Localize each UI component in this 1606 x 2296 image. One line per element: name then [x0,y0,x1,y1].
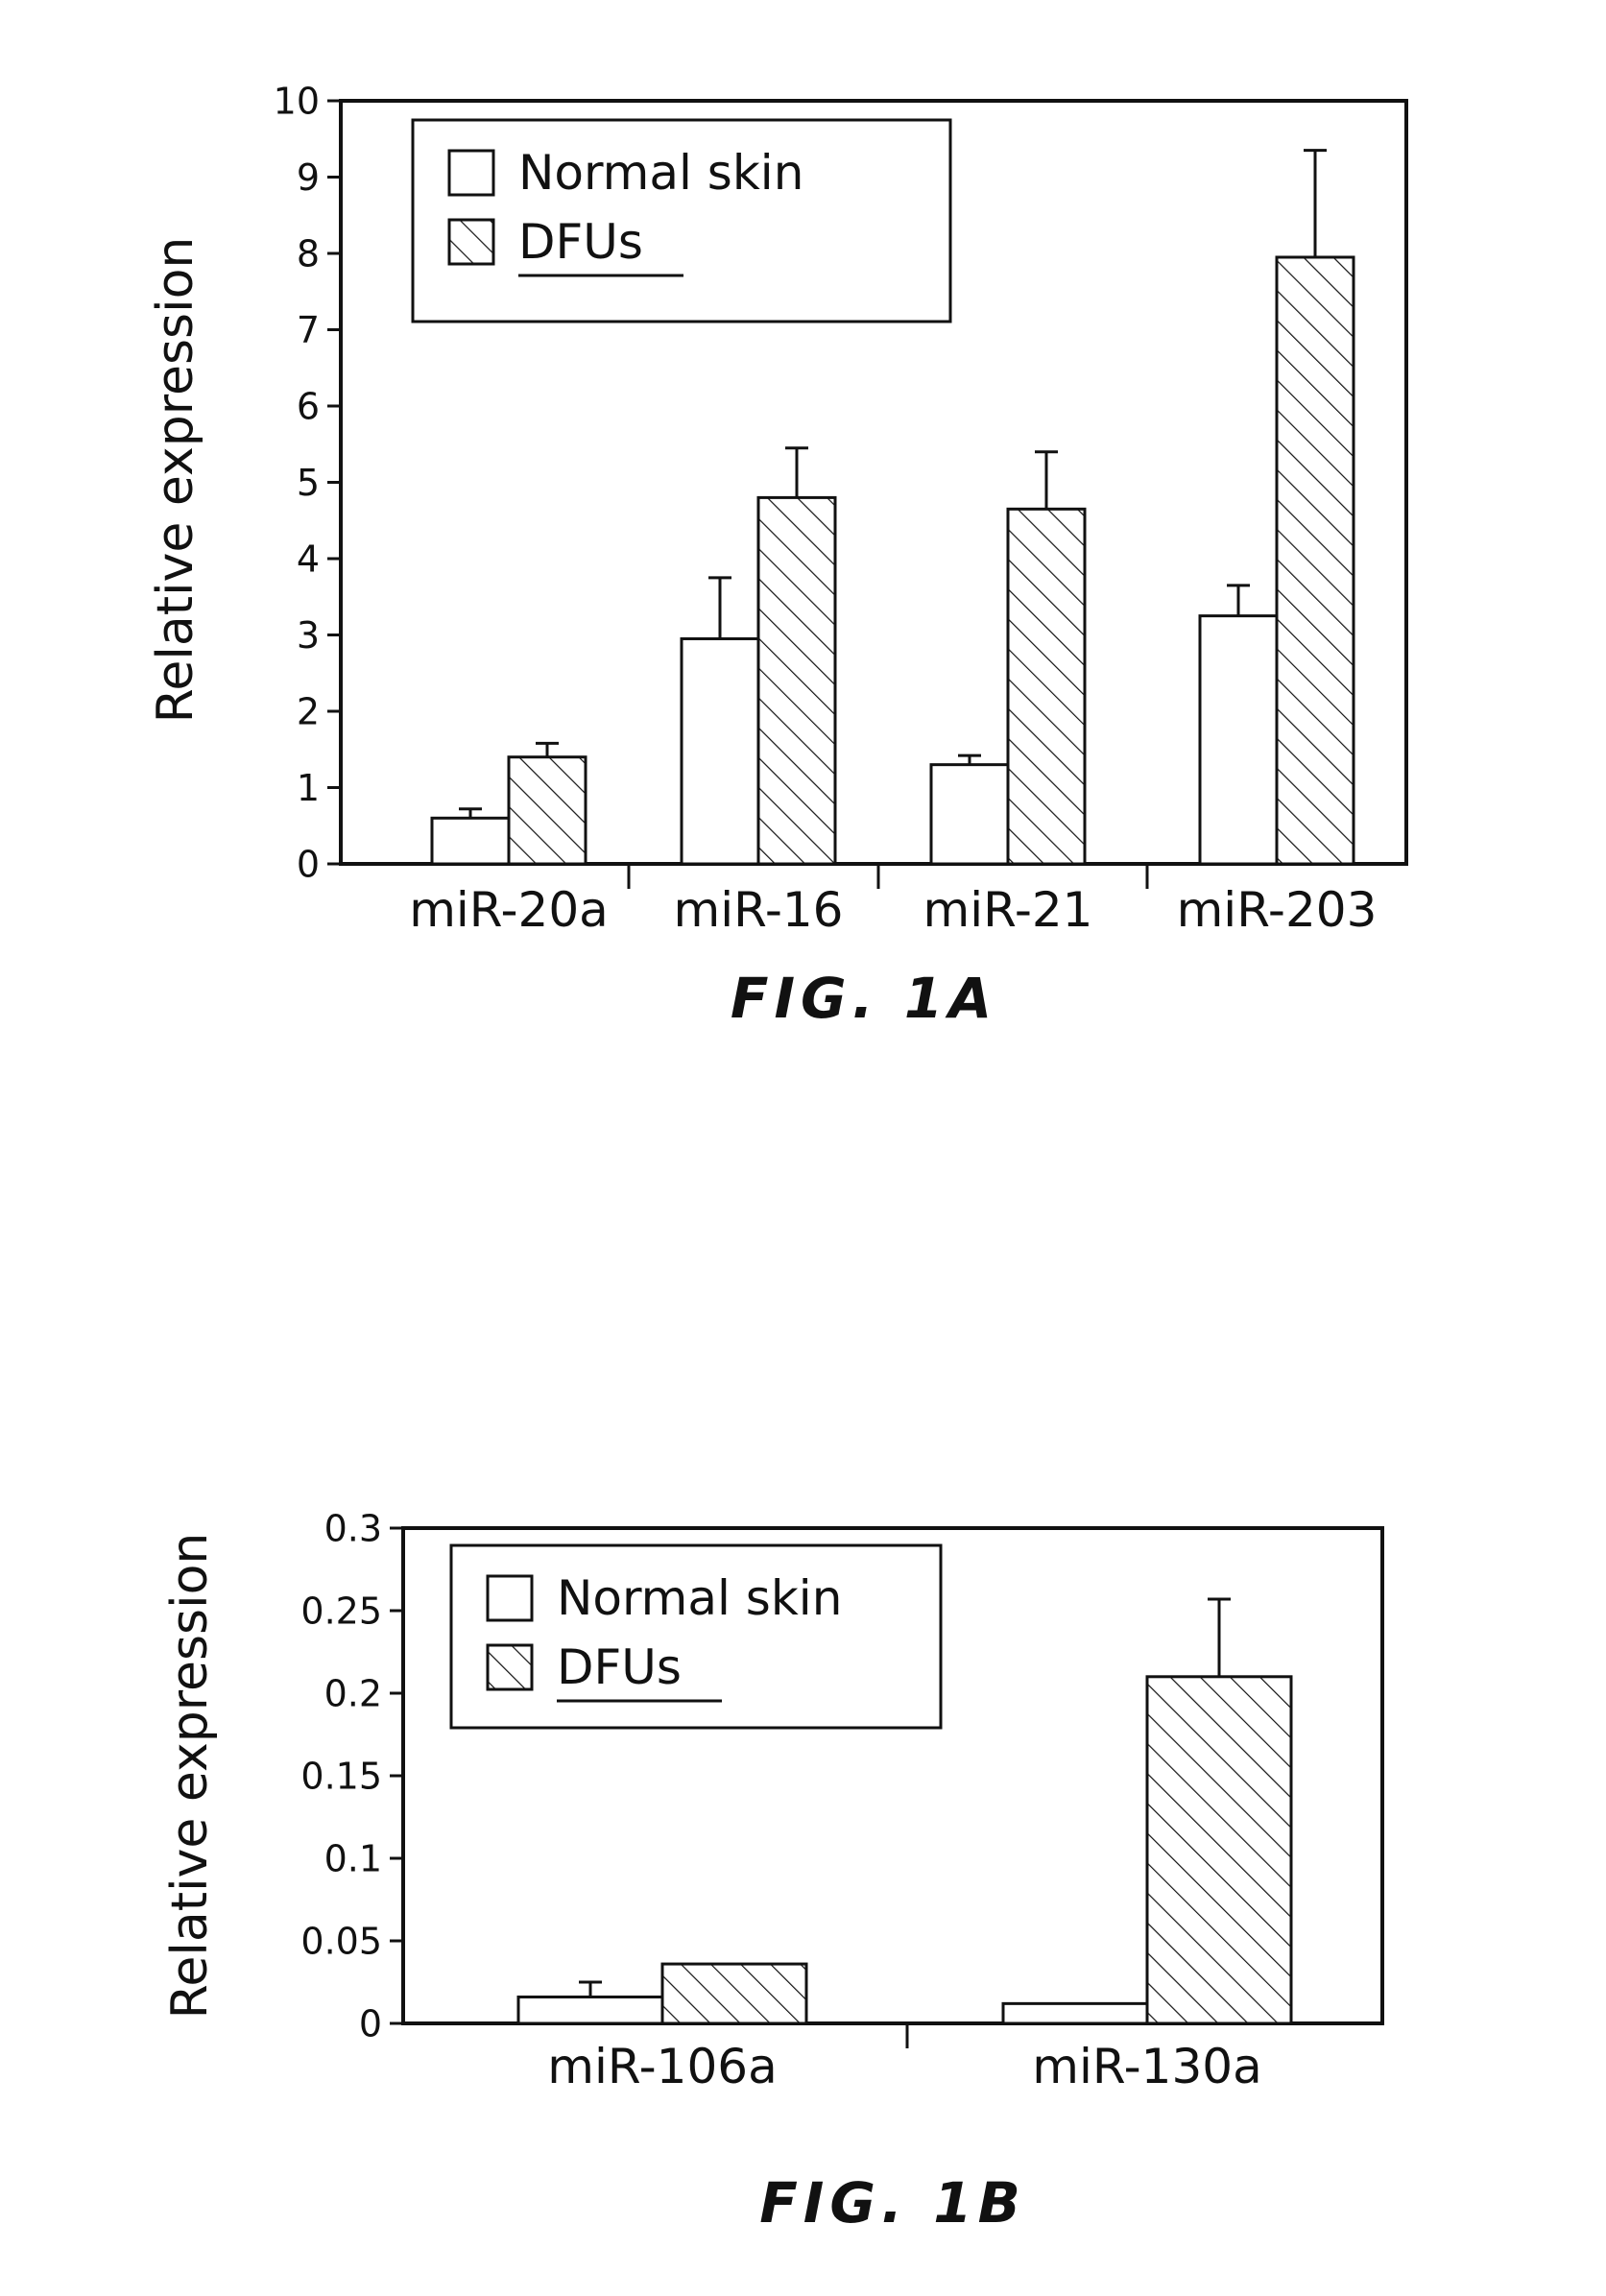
y-tick-label: 0.15 [300,1756,382,1798]
bar-mir-21-dfus [1008,509,1085,864]
y-tick-label: 0 [359,2003,382,2045]
chart-fig-1a: 0 1 2 3 4 5 6 7 8 9 10 Relative expression miR-20a mi… [0,0,1606,1075]
y-tick-label: 0.1 [324,1838,382,1880]
chart-fig-1b: 0 0.05 0.1 0.15 0.2 0.25 0.3 Relative expressio… [0,1075,1606,2296]
y-axis-label: Relative expression [161,1533,219,2020]
bar-mir-130a-dfus [1147,1677,1291,2023]
legend-label: DFUs [518,214,643,270]
bar-mir-106a-normal-skin [518,1997,662,2023]
category-label: miR-203 [1177,882,1378,938]
legend-label: Normal skin [557,1570,842,1626]
y-tick-label: 6 [297,386,320,428]
y-tick-label: 10 [274,81,320,123]
y-tick-label: 2 [297,691,320,733]
y-tick-label: 1 [297,767,320,809]
figure-caption: FIG. 1B [759,2170,1026,2236]
legend-label: Normal skin [518,145,803,201]
y-tick-label: 5 [297,462,320,504]
category-label: miR-130a [1032,2039,1261,2094]
y-tick-label: 3 [297,614,320,657]
bar-mir-21-normal-skin [931,765,1008,864]
bar-mir-106a-dfus [662,1964,806,2023]
bar-mir-130a-normal-skin [1003,2003,1147,2023]
bar-mir-16-normal-skin [682,638,758,864]
y-tick-label: 0.3 [324,1508,382,1550]
y-tick-label: 0 [297,844,320,886]
legend-swatch [488,1576,532,1620]
category-label: miR-20a [409,882,609,938]
bar-mir-203-dfus [1277,257,1354,864]
y-tick-label: 8 [297,233,320,275]
category-label: miR-16 [674,882,844,938]
bar-mir-16-dfus [758,497,835,864]
y-tick-label: 0.05 [300,1921,382,1963]
y-axis-label: Relative expression [147,237,204,724]
y-tick-label: 7 [297,309,320,351]
bar-mir-20a-normal-skin [432,818,509,864]
legend-swatch [449,220,493,264]
y-tick-label: 9 [297,156,320,199]
bar-mir-203-normal-skin [1200,616,1277,864]
category-label: miR-21 [923,882,1093,938]
legend-label: DFUs [557,1639,682,1695]
figure-caption: FIG. 1A [731,966,997,1031]
y-tick-label: 4 [297,538,320,581]
y-tick-label: 0.2 [324,1673,382,1715]
legend-swatch [449,151,493,195]
bar-mir-20a-dfus [509,757,586,864]
y-tick-label: 0.25 [300,1590,382,1633]
legend-swatch [488,1645,532,1689]
category-label: miR-106a [547,2039,777,2094]
